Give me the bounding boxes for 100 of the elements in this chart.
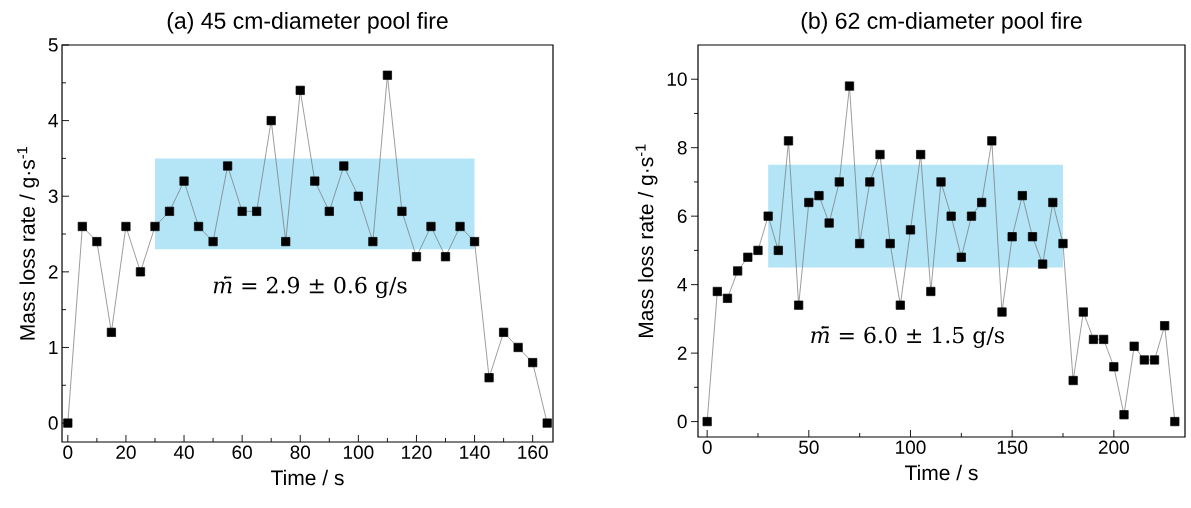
point — [1129, 341, 1139, 351]
point — [885, 239, 895, 249]
point — [794, 300, 804, 310]
point — [484, 373, 494, 383]
point — [63, 418, 73, 428]
x-tick-label: 100 — [343, 445, 374, 459]
point — [455, 221, 465, 232]
point — [426, 221, 436, 232]
point — [834, 177, 844, 187]
y-tick-label: 2 — [48, 265, 58, 279]
y-tick-label: 10 — [667, 72, 687, 86]
point — [179, 176, 189, 186]
point — [763, 211, 773, 221]
point — [1170, 417, 1180, 427]
point — [281, 237, 291, 247]
y-tick-label: 8 — [677, 140, 687, 155]
point — [905, 225, 916, 235]
point — [513, 342, 523, 353]
x-tick-label: 100 — [896, 440, 926, 454]
point — [150, 221, 160, 232]
point — [1068, 375, 1078, 386]
point — [470, 237, 480, 247]
point — [266, 116, 276, 126]
x-tick-label: 80 — [290, 445, 311, 459]
y-tick-label: 1 — [49, 340, 58, 354]
y-axis-title: Mass loss rate / g·s$^{-1}$ — [635, 144, 658, 338]
point — [844, 81, 855, 91]
point — [997, 307, 1007, 317]
x-tick-label: 140 — [460, 445, 490, 459]
point — [702, 417, 712, 427]
point — [440, 252, 451, 262]
point — [1017, 191, 1027, 201]
point — [499, 327, 509, 337]
point — [368, 237, 378, 247]
y-tick-label: 6 — [677, 209, 687, 223]
point — [987, 136, 997, 146]
x-tick-label: 150 — [997, 440, 1028, 454]
x-tick-label: 0 — [702, 440, 712, 454]
x-axis-title: Time / s — [905, 464, 978, 481]
point — [324, 206, 334, 216]
point — [783, 136, 794, 146]
annotation: ṁ̄ = 6.0 ± 1.5 g/s — [811, 326, 1004, 348]
y-tick-label: 3 — [48, 189, 58, 203]
point — [875, 149, 885, 160]
point — [310, 176, 320, 186]
point — [542, 418, 552, 428]
point — [77, 221, 87, 232]
point — [208, 237, 218, 247]
y-axis-title: Mass loss rate / g·s$^{-1}$ — [17, 146, 40, 340]
point — [926, 286, 936, 297]
point — [92, 237, 102, 247]
y-tick-label: 0 — [48, 416, 58, 430]
x-tick-label: 160 — [518, 445, 548, 459]
point — [824, 218, 834, 228]
point — [1099, 334, 1109, 344]
point — [135, 267, 146, 277]
point — [1078, 307, 1088, 317]
point — [956, 252, 966, 262]
point — [1088, 334, 1099, 344]
point — [1149, 355, 1160, 365]
point — [733, 266, 743, 276]
point — [223, 161, 233, 171]
x-tick-label: 200 — [1098, 440, 1129, 454]
point — [895, 300, 905, 310]
point — [194, 221, 204, 232]
x-tick-label: 0 — [63, 445, 73, 459]
y-tick-label: 0 — [677, 414, 687, 429]
point — [252, 206, 262, 216]
point — [753, 245, 763, 255]
point — [237, 206, 247, 216]
point — [966, 211, 977, 221]
point — [1038, 259, 1048, 269]
y-tick-label: 4 — [677, 278, 687, 292]
point — [916, 149, 926, 160]
x-tick-label: 20 — [116, 445, 136, 459]
point — [855, 239, 865, 249]
y-tick-label: 2 — [677, 346, 687, 360]
point — [121, 221, 131, 232]
x-tick-label: 50 — [799, 440, 819, 454]
point — [804, 197, 814, 208]
point — [1048, 197, 1058, 208]
point — [814, 191, 824, 201]
chart-title: (b) 62 cm-diameter pool fire — [801, 12, 1082, 34]
point — [865, 177, 875, 187]
point — [353, 191, 363, 201]
point — [528, 358, 538, 368]
point — [1109, 362, 1119, 372]
point — [977, 197, 987, 208]
point — [295, 85, 305, 95]
point — [1139, 355, 1149, 365]
point — [946, 211, 956, 221]
point — [712, 286, 722, 297]
chart-title: (a) 45 cm-diameter pool fire — [167, 12, 448, 34]
point — [382, 70, 392, 80]
point — [773, 245, 783, 255]
point — [1027, 232, 1038, 242]
y-tick-label: 4 — [48, 114, 58, 128]
point — [106, 327, 116, 337]
point — [339, 161, 349, 171]
point — [1160, 321, 1170, 331]
